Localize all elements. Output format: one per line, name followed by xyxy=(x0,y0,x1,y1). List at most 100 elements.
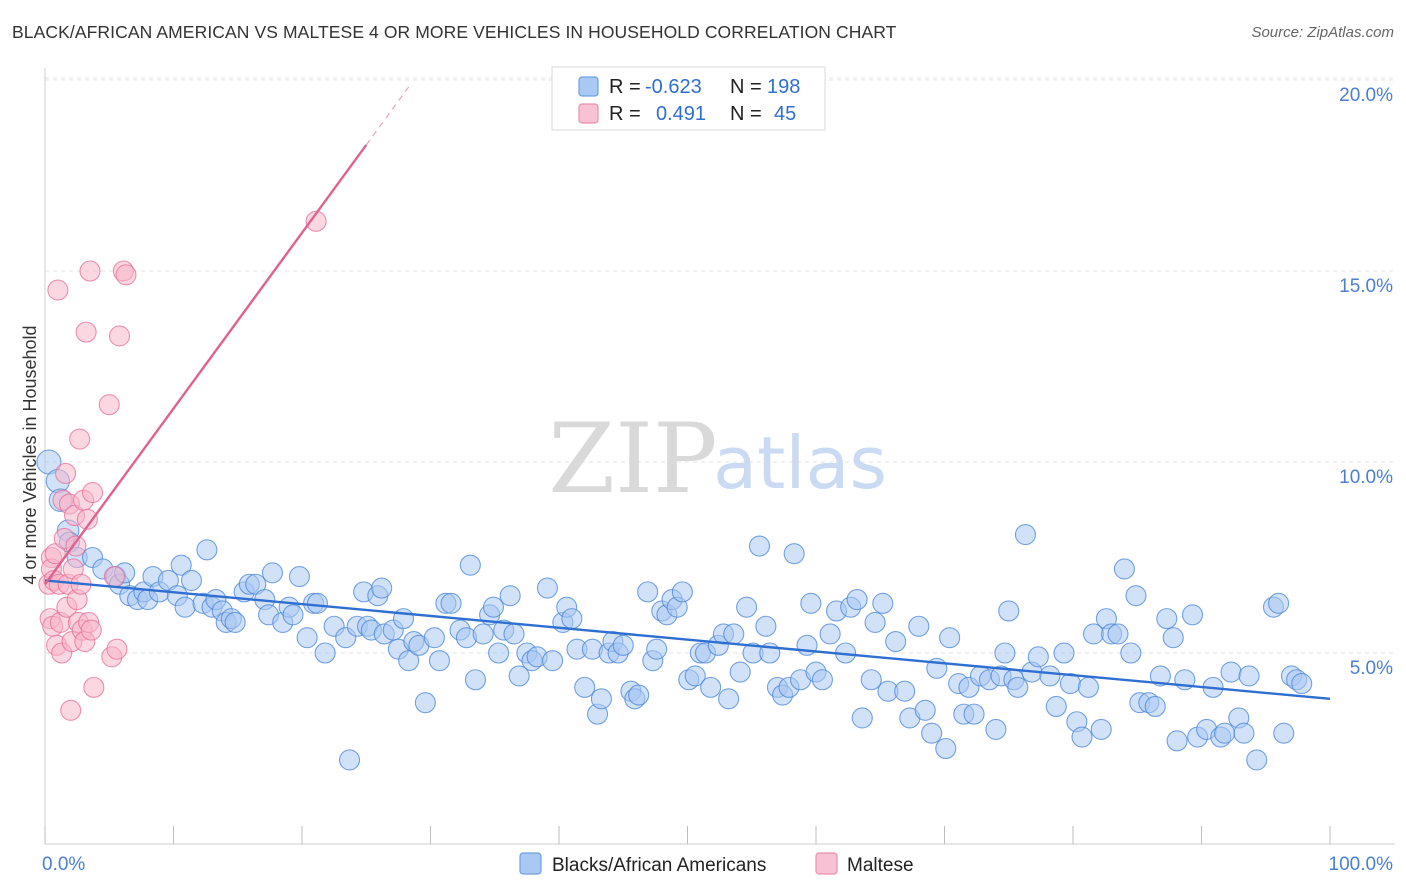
data-point xyxy=(106,638,128,660)
data-point xyxy=(98,394,120,416)
data-point xyxy=(1246,749,1268,771)
bottom-legend-label-maltese: Maltese xyxy=(847,855,914,876)
data-point xyxy=(428,650,451,672)
data-point xyxy=(800,592,822,614)
bottom-legend-swatch-blacks xyxy=(519,852,542,875)
data-point xyxy=(811,669,833,691)
trend-line xyxy=(44,144,368,585)
data-points xyxy=(36,210,1313,771)
data-point xyxy=(1071,726,1093,748)
data-point xyxy=(1039,665,1061,687)
legend-r-label: R = xyxy=(609,76,641,98)
data-point xyxy=(1090,718,1112,740)
data-point xyxy=(885,630,907,653)
data-point xyxy=(196,539,218,561)
data-point xyxy=(1220,661,1242,683)
data-point xyxy=(646,638,668,660)
data-point xyxy=(1273,722,1295,744)
watermark-atlas: atlas xyxy=(713,421,887,505)
series-0-points xyxy=(36,449,1313,771)
data-point xyxy=(729,661,751,683)
data-point xyxy=(1045,695,1067,718)
data-point xyxy=(440,592,462,614)
legend-swatch-maltese xyxy=(578,103,599,124)
data-point xyxy=(963,703,985,725)
data-point xyxy=(574,676,596,698)
data-point xyxy=(700,676,722,698)
y-tick-label: 10.0% xyxy=(1339,467,1393,488)
data-point xyxy=(314,642,336,664)
legend-swatch-blacks xyxy=(578,76,599,97)
chart-title: BLACK/AFRICAN AMERICAN VS MALTESE 4 OR M… xyxy=(12,22,897,42)
data-point xyxy=(1027,646,1049,668)
legend-r-value: -0.623 xyxy=(645,76,702,98)
data-point xyxy=(60,699,82,721)
data-point xyxy=(65,535,87,557)
trend-lines xyxy=(44,83,1331,701)
data-point xyxy=(261,562,283,584)
data-point xyxy=(921,722,943,744)
y-tick-label: 20.0% xyxy=(1339,85,1393,106)
data-point xyxy=(1156,608,1178,630)
data-point xyxy=(1162,627,1184,649)
data-point xyxy=(170,554,192,576)
data-point xyxy=(180,569,203,591)
data-point xyxy=(1268,592,1290,614)
data-point xyxy=(542,650,564,672)
data-point xyxy=(1007,676,1029,698)
data-point xyxy=(1077,676,1099,698)
correlation-legend: R = -0.623 N = 198 R = 0.491 N = 45 xyxy=(551,66,826,131)
data-point xyxy=(908,615,930,637)
data-point xyxy=(464,669,487,691)
data-point xyxy=(83,676,105,698)
data-point xyxy=(914,699,936,721)
data-point xyxy=(79,260,101,282)
data-point xyxy=(1166,730,1188,752)
data-point xyxy=(115,264,137,286)
grid-lines xyxy=(45,77,1395,654)
data-point xyxy=(872,592,894,614)
data-point xyxy=(1053,642,1075,664)
data-point xyxy=(338,749,361,771)
series-legend: Blacks/African Americans Maltese xyxy=(519,852,914,876)
data-point xyxy=(1291,673,1313,695)
data-point xyxy=(80,619,102,641)
data-point xyxy=(851,707,873,729)
data-point xyxy=(860,669,882,691)
data-point xyxy=(103,566,125,588)
watermark-zip: ZIP xyxy=(548,403,717,515)
data-point xyxy=(1233,722,1255,744)
data-point xyxy=(935,737,957,760)
data-point xyxy=(1144,695,1166,718)
data-point xyxy=(306,592,328,614)
data-point xyxy=(108,325,131,347)
legend-r-value: 0.491 xyxy=(656,103,706,125)
data-point xyxy=(723,623,745,645)
data-point xyxy=(1125,585,1147,607)
data-point xyxy=(671,581,693,603)
legend-r-label: R = xyxy=(609,103,641,125)
y-axis-label: 4 or more Vehicles in Household xyxy=(20,325,40,584)
data-point xyxy=(846,588,868,611)
trend-line xyxy=(44,579,1331,701)
data-point xyxy=(75,321,97,343)
data-point xyxy=(590,688,612,710)
data-point xyxy=(1238,665,1260,687)
data-point xyxy=(998,600,1020,622)
bottom-legend-swatch-maltese xyxy=(815,852,838,875)
data-point xyxy=(472,623,494,645)
data-point xyxy=(296,627,318,649)
data-point xyxy=(684,665,706,687)
data-point xyxy=(736,596,758,618)
data-point xyxy=(783,543,805,565)
data-point xyxy=(423,627,445,649)
data-point xyxy=(1214,722,1236,744)
y-tick-label: 5.0% xyxy=(1350,658,1393,679)
legend-n-label: N = xyxy=(730,76,762,98)
bottom-legend-label-blacks: Blacks/African Americans xyxy=(552,855,766,876)
data-point xyxy=(985,718,1007,740)
legend-n-value: 45 xyxy=(774,103,796,125)
data-point xyxy=(1014,524,1037,546)
data-point xyxy=(819,623,841,645)
